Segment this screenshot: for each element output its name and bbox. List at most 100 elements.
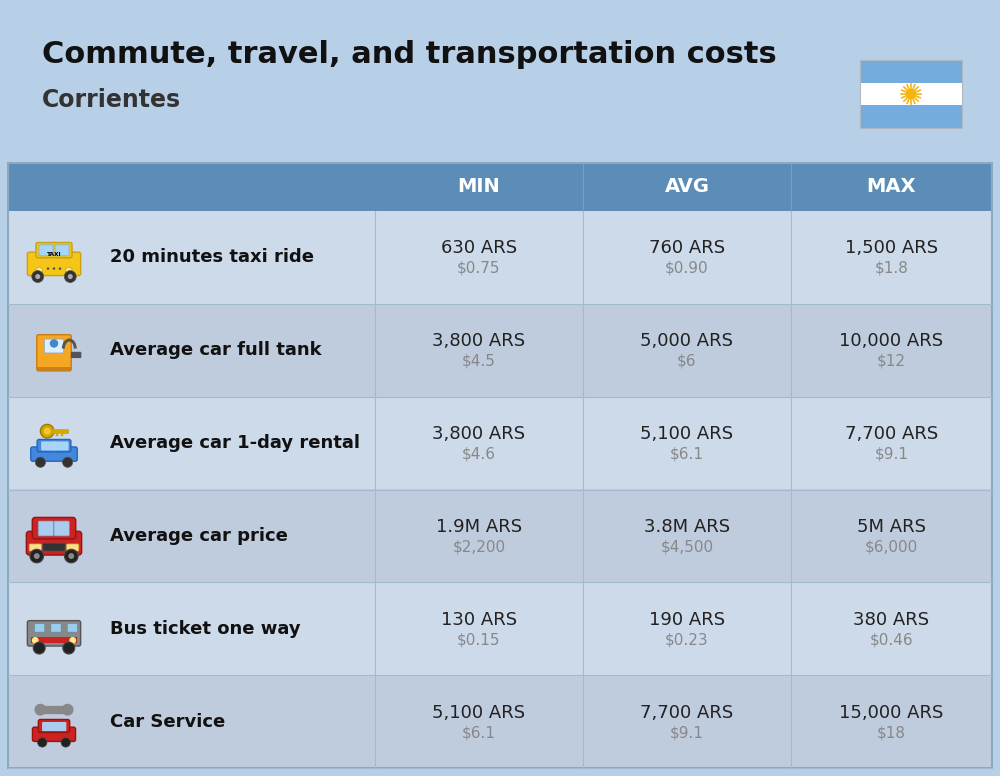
Circle shape bbox=[53, 267, 55, 270]
Circle shape bbox=[62, 704, 74, 715]
Circle shape bbox=[44, 428, 51, 435]
Bar bbox=[860, 106, 962, 128]
Text: MIN: MIN bbox=[458, 178, 500, 196]
Text: $0.23: $0.23 bbox=[665, 632, 709, 647]
Circle shape bbox=[59, 267, 61, 270]
Text: 15,000 ARS: 15,000 ARS bbox=[839, 704, 944, 722]
Circle shape bbox=[37, 707, 43, 712]
FancyBboxPatch shape bbox=[39, 244, 53, 256]
Circle shape bbox=[68, 553, 74, 559]
FancyBboxPatch shape bbox=[26, 532, 82, 555]
FancyBboxPatch shape bbox=[54, 521, 69, 536]
Circle shape bbox=[38, 738, 47, 747]
FancyBboxPatch shape bbox=[51, 623, 61, 632]
Bar bbox=[860, 83, 962, 106]
FancyBboxPatch shape bbox=[43, 543, 65, 551]
Text: 7,700 ARS: 7,700 ARS bbox=[845, 425, 938, 443]
FancyBboxPatch shape bbox=[41, 442, 56, 451]
Text: $6,000: $6,000 bbox=[865, 539, 918, 554]
Circle shape bbox=[63, 642, 75, 654]
Circle shape bbox=[32, 637, 39, 644]
Text: 5M ARS: 5M ARS bbox=[857, 518, 926, 536]
Text: $12: $12 bbox=[877, 354, 906, 369]
Text: 5,000 ARS: 5,000 ARS bbox=[640, 332, 734, 350]
Circle shape bbox=[65, 267, 72, 274]
Circle shape bbox=[30, 549, 44, 563]
Circle shape bbox=[40, 424, 54, 438]
FancyBboxPatch shape bbox=[36, 242, 72, 258]
Circle shape bbox=[34, 553, 40, 559]
Text: $0.15: $0.15 bbox=[457, 632, 501, 647]
Text: 3,800 ARS: 3,800 ARS bbox=[432, 332, 526, 350]
FancyBboxPatch shape bbox=[55, 244, 69, 256]
Text: Average car price: Average car price bbox=[110, 527, 288, 545]
Text: $0.75: $0.75 bbox=[457, 261, 501, 276]
Text: 1.9M ARS: 1.9M ARS bbox=[436, 518, 522, 536]
Text: 760 ARS: 760 ARS bbox=[649, 240, 725, 258]
Text: 3,800 ARS: 3,800 ARS bbox=[432, 425, 526, 443]
Bar bbox=[8, 163, 992, 768]
Text: $6.1: $6.1 bbox=[462, 725, 496, 740]
Text: 630 ARS: 630 ARS bbox=[441, 240, 517, 258]
Text: $6.1: $6.1 bbox=[670, 446, 704, 462]
FancyBboxPatch shape bbox=[71, 352, 81, 358]
Circle shape bbox=[35, 274, 40, 279]
FancyBboxPatch shape bbox=[27, 621, 81, 646]
Text: Commute, travel, and transportation costs: Commute, travel, and transportation cost… bbox=[42, 40, 777, 69]
Circle shape bbox=[64, 271, 76, 282]
FancyBboxPatch shape bbox=[37, 334, 71, 371]
FancyBboxPatch shape bbox=[27, 252, 81, 275]
Bar bbox=[37, 367, 71, 372]
Text: $9.1: $9.1 bbox=[670, 725, 704, 740]
Circle shape bbox=[61, 738, 70, 747]
Bar bbox=[8, 490, 992, 582]
Circle shape bbox=[33, 642, 45, 654]
Text: Bus ticket one way: Bus ticket one way bbox=[110, 620, 301, 638]
FancyBboxPatch shape bbox=[32, 727, 76, 741]
Bar bbox=[31, 637, 77, 643]
FancyBboxPatch shape bbox=[32, 518, 76, 539]
Circle shape bbox=[50, 339, 58, 348]
Text: 190 ARS: 190 ARS bbox=[649, 611, 725, 629]
Text: 380 ARS: 380 ARS bbox=[853, 611, 930, 629]
Text: $18: $18 bbox=[877, 725, 906, 740]
Text: $4,500: $4,500 bbox=[660, 539, 714, 554]
Text: 130 ARS: 130 ARS bbox=[441, 611, 517, 629]
Circle shape bbox=[65, 707, 71, 712]
FancyBboxPatch shape bbox=[54, 442, 69, 451]
Text: $1.8: $1.8 bbox=[875, 261, 908, 276]
Text: MAX: MAX bbox=[867, 178, 916, 196]
Circle shape bbox=[34, 704, 46, 715]
Text: TAXI: TAXI bbox=[47, 251, 61, 257]
Text: Average car 1-day rental: Average car 1-day rental bbox=[110, 434, 360, 452]
Text: Average car full tank: Average car full tank bbox=[110, 341, 322, 359]
Circle shape bbox=[47, 267, 49, 270]
Bar bbox=[860, 60, 962, 83]
Circle shape bbox=[62, 457, 73, 467]
Text: $0.90: $0.90 bbox=[665, 261, 709, 276]
Text: $2,200: $2,200 bbox=[452, 539, 506, 554]
FancyBboxPatch shape bbox=[37, 439, 71, 452]
Circle shape bbox=[32, 271, 44, 282]
Circle shape bbox=[906, 89, 916, 99]
FancyBboxPatch shape bbox=[34, 623, 45, 632]
Text: $4.5: $4.5 bbox=[462, 354, 496, 369]
Circle shape bbox=[35, 457, 46, 467]
Circle shape bbox=[64, 549, 78, 563]
Bar bbox=[8, 163, 992, 211]
Bar bbox=[8, 397, 992, 490]
Circle shape bbox=[69, 637, 76, 644]
Text: AVG: AVG bbox=[664, 178, 710, 196]
Bar bbox=[8, 211, 992, 304]
Text: $0.46: $0.46 bbox=[870, 632, 913, 647]
Text: 5,100 ARS: 5,100 ARS bbox=[432, 704, 526, 722]
FancyBboxPatch shape bbox=[31, 447, 77, 461]
Text: $6: $6 bbox=[677, 354, 697, 369]
Text: 1,500 ARS: 1,500 ARS bbox=[845, 240, 938, 258]
FancyBboxPatch shape bbox=[67, 623, 78, 632]
Text: 5,100 ARS: 5,100 ARS bbox=[640, 425, 734, 443]
FancyBboxPatch shape bbox=[29, 544, 41, 551]
Text: 3.8M ARS: 3.8M ARS bbox=[644, 518, 730, 536]
FancyBboxPatch shape bbox=[38, 521, 54, 536]
Text: 20 minutes taxi ride: 20 minutes taxi ride bbox=[110, 248, 314, 266]
